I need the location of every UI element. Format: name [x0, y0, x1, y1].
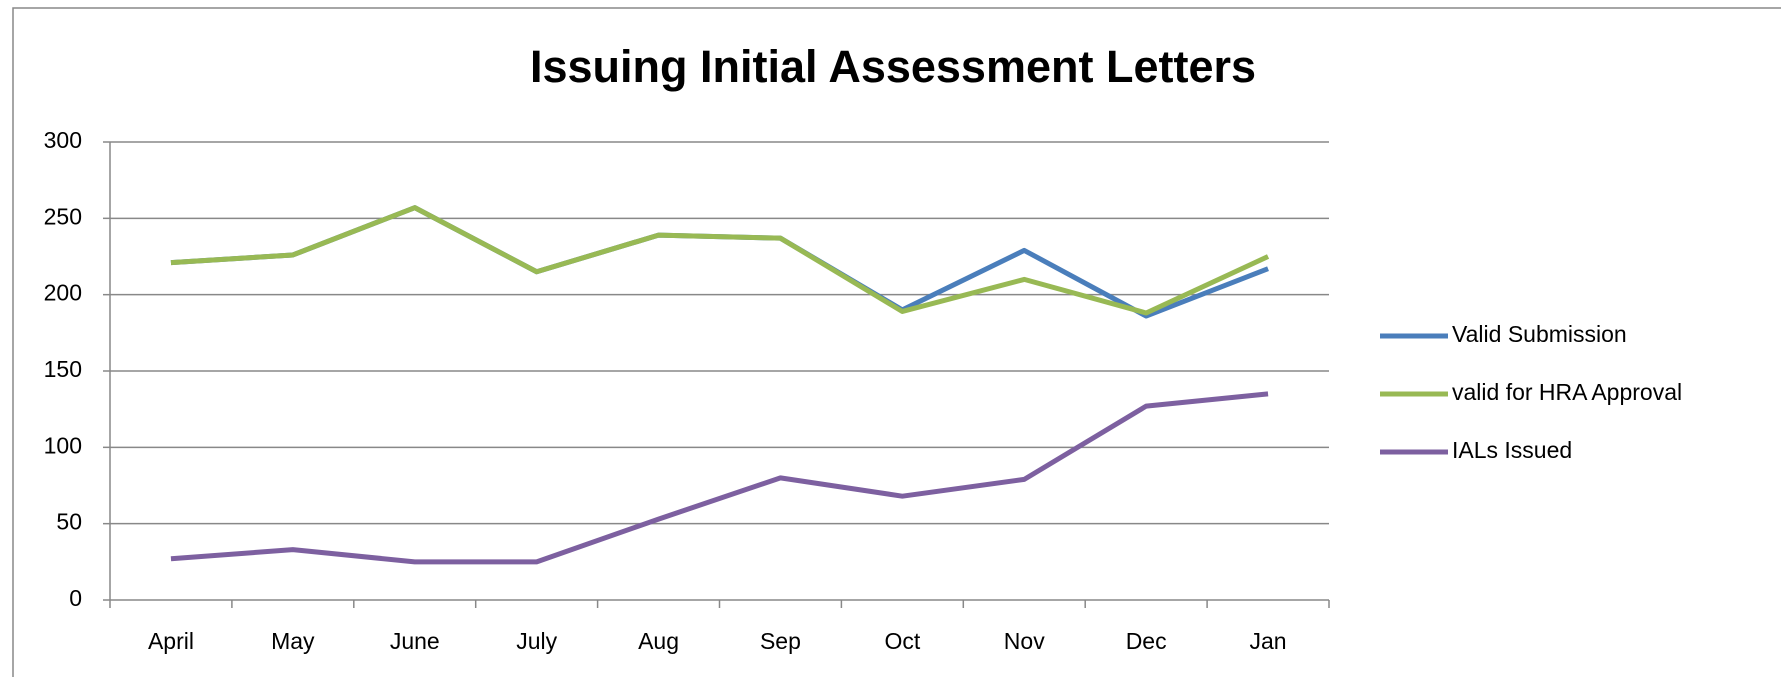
x-tick-label: Jan	[1250, 628, 1287, 654]
legend-label: valid for HRA Approval	[1452, 379, 1682, 405]
y-tick-label: 100	[44, 432, 82, 458]
y-tick-label: 0	[69, 585, 82, 611]
y-tick-label: 200	[44, 280, 82, 306]
series-line	[170, 205, 1270, 316]
chart-title: Issuing Initial Assessment Letters	[530, 41, 1256, 92]
y-tick-label: 300	[44, 127, 82, 153]
chart-frame	[12, 7, 1781, 677]
legend-label: IALs Issued	[1452, 437, 1572, 463]
y-tick-label: 150	[44, 356, 82, 382]
y-tick-label: 50	[56, 509, 82, 535]
x-tick-label: Oct	[884, 628, 920, 654]
x-tick-label: July	[516, 628, 557, 654]
x-tick-label: Nov	[1004, 628, 1045, 654]
x-tick-label: Aug	[638, 628, 679, 654]
x-tick-label: May	[271, 628, 315, 654]
x-tick-label: Dec	[1126, 628, 1167, 654]
x-tick-label: April	[148, 628, 194, 654]
legend-label: Valid Submission	[1452, 321, 1627, 347]
x-tick-label: June	[390, 628, 440, 654]
x-tick-label: Sep	[760, 628, 801, 654]
series-line	[170, 391, 1269, 565]
y-tick-label: 250	[44, 203, 82, 229]
